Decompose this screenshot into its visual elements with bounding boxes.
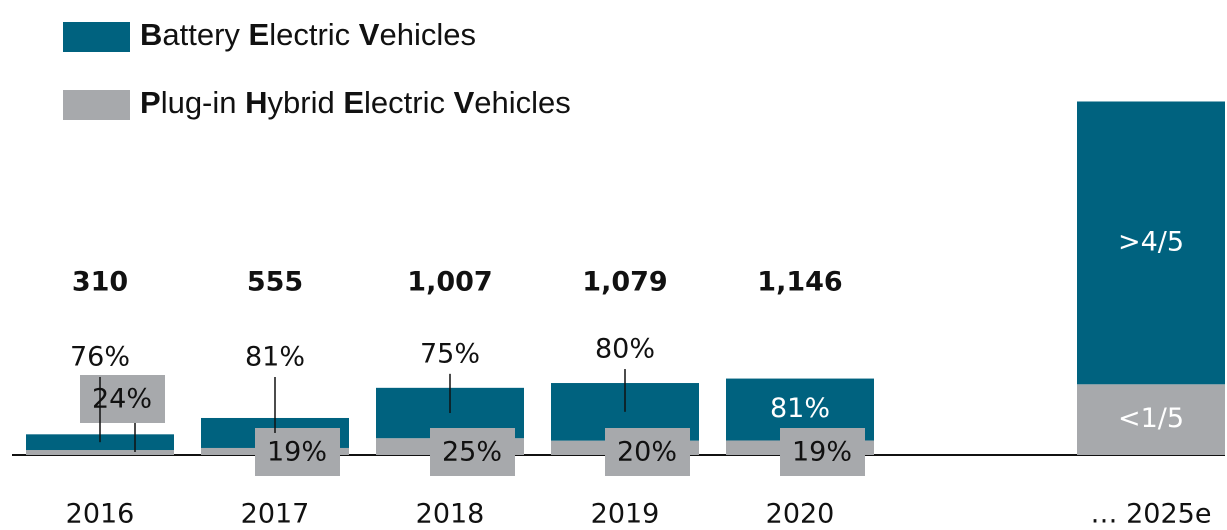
segment-label: 76% — [70, 342, 130, 373]
label-box — [605, 428, 690, 476]
legend-label: Plug-in Hybrid Electric Vehicles — [140, 85, 571, 120]
total-label: 1,146 — [757, 267, 842, 298]
x-tick-label: 2016 — [66, 499, 135, 530]
label-box — [80, 375, 165, 423]
segment-label: 24% — [92, 384, 152, 415]
legend-swatch — [63, 90, 130, 120]
x-tick-label: … 2025e — [1091, 499, 1212, 530]
x-tick-label: 2019 — [591, 499, 660, 530]
bar-segment — [26, 450, 174, 455]
total-label: 1,007 — [407, 267, 492, 298]
x-tick-label: 2018 — [416, 499, 485, 530]
x-tick-label: 2017 — [241, 499, 310, 530]
legend-label: Battery Electric Vehicles — [140, 17, 476, 52]
total-label: 1,079 — [582, 267, 667, 298]
total-label: 310 — [72, 267, 128, 298]
label-box — [255, 428, 340, 476]
segment-label: 81% — [245, 342, 305, 373]
segment-label: 25% — [442, 437, 502, 468]
segment-label: 75% — [420, 338, 480, 369]
segment-label: >4/5 — [1118, 226, 1184, 257]
label-box — [430, 428, 515, 476]
legend-swatch — [63, 22, 130, 52]
segment-label: 19% — [267, 437, 327, 468]
total-label: 555 — [247, 267, 303, 298]
x-tick-label: 2020 — [766, 499, 835, 530]
bar-segment — [1077, 384, 1225, 455]
bar-segment — [1077, 101, 1225, 385]
segment-label: <1/5 — [1118, 403, 1184, 434]
label-box — [780, 428, 865, 476]
segment-label: 81% — [770, 393, 830, 424]
segment-label: 80% — [595, 334, 655, 365]
segment-label: 19% — [792, 437, 852, 468]
segment-label: 20% — [617, 437, 677, 468]
